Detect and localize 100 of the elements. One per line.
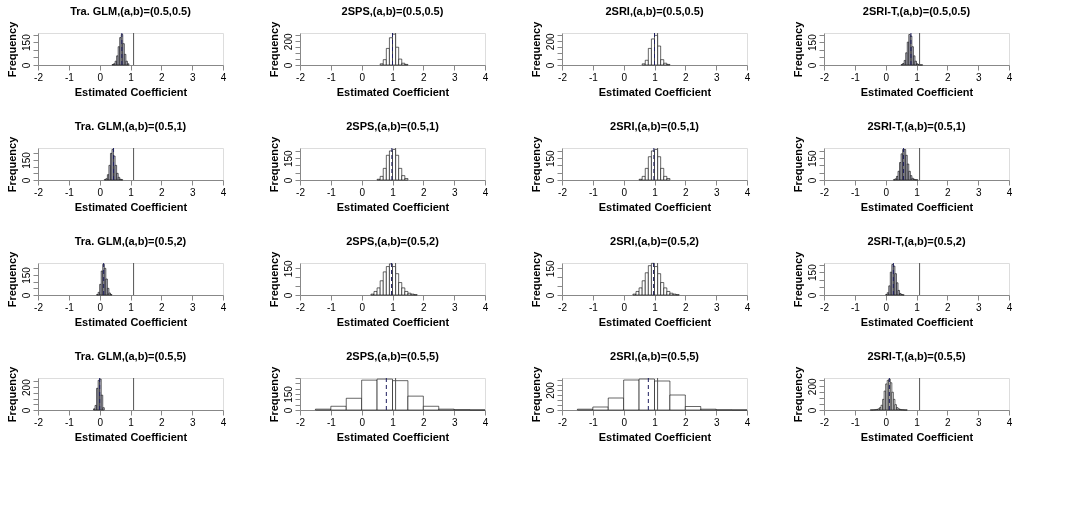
x-tick-label: 1 — [914, 416, 921, 428]
y-tick-label: 200 — [544, 33, 556, 51]
y-tick-label: 150 — [20, 33, 32, 51]
x-tick-label: 4 — [482, 416, 489, 428]
x-tick-label: 0 — [359, 71, 366, 83]
y-tick-label: 150 — [544, 260, 556, 278]
x-axis-title: Estimated Coefficient — [336, 430, 450, 443]
x-tick-label: 0 — [621, 71, 628, 83]
x-tick-label: -2 — [296, 416, 306, 428]
x-tick-label: -1 — [326, 186, 337, 198]
x-tick-label: 0 — [359, 416, 366, 428]
x-tick-label: 0 — [621, 301, 628, 313]
x-tick-label: -1 — [64, 301, 75, 313]
y-tick-label: 0 — [806, 292, 818, 299]
y-axis-title: Frequency — [791, 365, 804, 423]
x-tick-label: 4 — [1006, 186, 1013, 198]
x-tick-label: 0 — [97, 301, 104, 313]
y-tick-label: 150 — [806, 149, 818, 168]
x-tick-label: -1 — [588, 416, 599, 428]
x-tick-label: -2 — [820, 186, 830, 198]
x-tick-label: 3 — [451, 416, 458, 428]
y-tick-label: 150 — [20, 266, 32, 284]
x-tick-label: 4 — [220, 416, 227, 428]
x-tick-label: 1 — [390, 416, 397, 428]
x-tick-label: 0 — [97, 416, 104, 428]
chart-title: 2SRI,(a,b)=(0.5,1) — [610, 120, 700, 133]
x-tick-label: -2 — [820, 301, 830, 313]
y-axis-title: Frequency — [5, 20, 18, 78]
x-tick-label: 3 — [189, 71, 196, 83]
x-tick-label: -1 — [64, 186, 75, 198]
x-axis-title: Estimated Coefficient — [74, 200, 188, 213]
chart-title: 2SRI-T,(a,b)=(0.5,0.5) — [862, 5, 971, 18]
chart-title: 2SRI-T,(a,b)=(0.5,2) — [867, 235, 966, 248]
x-tick-label: -2 — [34, 301, 44, 313]
y-axis-title: Frequency — [791, 20, 804, 78]
x-tick-label: 0 — [883, 186, 890, 198]
x-tick-label: 4 — [220, 301, 227, 313]
x-tick-label: 2 — [683, 71, 690, 83]
x-axis-title: Estimated Coefficient — [74, 430, 188, 443]
x-tick-label: -1 — [850, 416, 861, 428]
y-axis-title: Frequency — [5, 135, 18, 193]
x-tick-label: -2 — [558, 186, 568, 198]
x-tick-label: 2 — [683, 301, 690, 313]
chart-title: 2SPS,(a,b)=(0.5,5) — [346, 350, 440, 363]
chart-title: 2SPS,(a,b)=(0.5,1) — [346, 120, 440, 133]
x-tick-label: -1 — [588, 71, 599, 83]
x-axis-title: Estimated Coefficient — [860, 430, 974, 443]
y-axis-title: Frequency — [529, 20, 542, 78]
chart-title: 2SRI,(a,b)=(0.5,2) — [610, 235, 700, 248]
x-tick-label: 0 — [621, 186, 628, 198]
x-tick-label: 1 — [652, 301, 659, 313]
y-tick-label: 150 — [544, 149, 556, 168]
chart-title: 2SPS,(a,b)=(0.5,2) — [346, 235, 440, 248]
y-tick-label: 0 — [806, 62, 818, 69]
x-tick-label: -1 — [326, 71, 337, 83]
x-tick-label: 2 — [945, 186, 952, 198]
x-tick-label: 4 — [220, 186, 227, 198]
x-tick-label: 2 — [683, 416, 690, 428]
x-tick-label: -1 — [326, 301, 337, 313]
y-axis-title: Frequency — [5, 250, 18, 308]
y-axis-title: Frequency — [529, 250, 542, 308]
x-tick-label: -2 — [296, 71, 306, 83]
y-tick-label: 150 — [20, 151, 32, 169]
x-axis-title: Estimated Coefficient — [860, 85, 974, 98]
x-tick-label: 4 — [1006, 416, 1013, 428]
x-tick-label: 1 — [390, 186, 397, 198]
x-tick-label: -1 — [588, 186, 599, 198]
y-tick-label: 200 — [282, 33, 294, 51]
y-axis-title: Frequency — [267, 20, 280, 78]
x-tick-label: 2 — [683, 186, 690, 198]
x-tick-label: 1 — [128, 186, 135, 198]
x-tick-label: 3 — [713, 416, 720, 428]
x-axis-title: Estimated Coefficient — [598, 85, 712, 98]
x-tick-label: -1 — [850, 186, 861, 198]
x-tick-label: 0 — [97, 71, 104, 83]
x-tick-label: 1 — [914, 301, 921, 313]
x-tick-label: 0 — [359, 301, 366, 313]
y-tick-label: 0 — [282, 292, 294, 299]
x-tick-label: -2 — [820, 416, 830, 428]
y-tick-label: 150 — [806, 33, 818, 51]
y-tick-label: 0 — [544, 177, 556, 184]
chart-title: Tra. GLM,(a,b)=(0.5,2) — [74, 235, 187, 248]
chart-title: Tra. GLM,(a,b)=(0.5,0.5) — [70, 5, 192, 18]
x-axis-title: Estimated Coefficient — [860, 200, 974, 213]
x-tick-label: -1 — [64, 416, 75, 428]
x-tick-label: -1 — [64, 71, 75, 83]
y-axis-title: Frequency — [267, 365, 280, 423]
y-tick-label: 0 — [20, 62, 32, 69]
chart-title: 2SRI-T,(a,b)=(0.5,5) — [867, 350, 966, 363]
y-tick-label: 0 — [544, 407, 556, 414]
x-tick-label: 1 — [390, 71, 397, 83]
x-tick-label: -2 — [34, 416, 44, 428]
x-tick-label: 3 — [189, 416, 196, 428]
y-tick-label: 200 — [544, 381, 556, 399]
chart-title: 2SRI,(a,b)=(0.5,0.5) — [605, 5, 704, 18]
y-tick-label: 150 — [806, 263, 818, 281]
x-tick-label: -1 — [588, 301, 599, 313]
x-tick-label: 1 — [914, 186, 921, 198]
x-axis-title: Estimated Coefficient — [74, 85, 188, 98]
x-tick-label: 1 — [128, 416, 135, 428]
